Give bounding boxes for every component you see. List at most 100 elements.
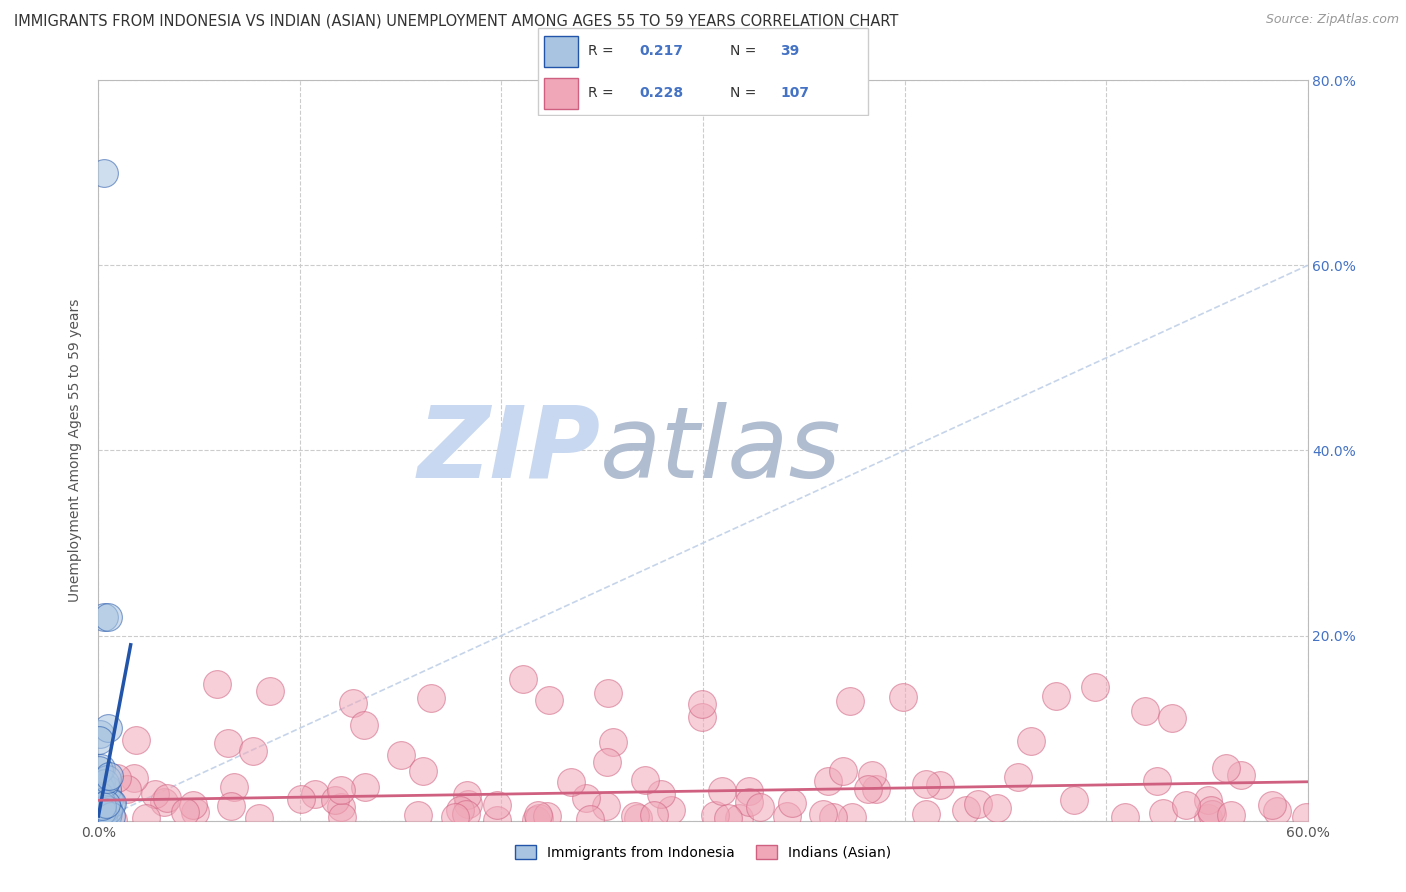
Text: 107: 107 — [780, 86, 810, 100]
Point — [1019, 733, 1042, 747]
Point — [96, 781, 118, 796]
Point — [389, 748, 412, 763]
Text: N =: N = — [730, 44, 761, 58]
Point — [1199, 803, 1222, 817]
Text: R =: R = — [588, 44, 619, 58]
Point — [457, 797, 479, 811]
Point — [512, 672, 534, 686]
Point — [456, 789, 478, 803]
Point — [91, 811, 114, 825]
Point — [841, 809, 863, 823]
Point — [90, 804, 112, 818]
Point — [217, 736, 239, 750]
Point — [1295, 810, 1317, 824]
Point — [97, 806, 120, 821]
Point — [538, 692, 561, 706]
Point — [749, 799, 772, 814]
Point — [967, 797, 990, 811]
Point — [602, 735, 624, 749]
Point — [89, 780, 111, 794]
Point — [353, 718, 375, 732]
Point — [717, 811, 740, 825]
Point — [89, 789, 111, 803]
Point — [94, 776, 117, 790]
Point — [97, 803, 120, 817]
Point — [105, 771, 128, 785]
Point — [101, 797, 124, 811]
Text: IMMIGRANTS FROM INDONESIA VS INDIAN (ASIAN) UNEMPLOYMENT AMONG AGES 55 TO 59 YEA: IMMIGRANTS FROM INDONESIA VS INDIAN (ASI… — [14, 13, 898, 29]
Point — [290, 791, 312, 805]
Point — [117, 782, 139, 797]
Point — [595, 798, 617, 813]
Point — [524, 814, 547, 828]
Point — [449, 803, 471, 817]
Point — [817, 773, 839, 788]
Point — [90, 793, 112, 807]
Point — [986, 801, 1008, 815]
Y-axis label: Unemployment Among Ages 55 to 59 years: Unemployment Among Ages 55 to 59 years — [69, 299, 83, 602]
Point — [634, 772, 657, 787]
Point — [454, 806, 477, 821]
FancyBboxPatch shape — [544, 78, 578, 109]
Point — [98, 769, 121, 783]
Point — [94, 802, 117, 816]
Point — [89, 792, 111, 806]
Point — [1265, 804, 1288, 818]
Point — [1146, 774, 1168, 789]
Point — [420, 691, 443, 706]
Point — [97, 721, 120, 735]
Point — [596, 755, 619, 769]
Point — [1201, 806, 1223, 821]
Point — [156, 791, 179, 805]
Point — [1007, 770, 1029, 784]
Point — [1135, 704, 1157, 718]
Point — [90, 804, 112, 818]
Point — [915, 807, 938, 822]
Text: 0.217: 0.217 — [638, 44, 683, 58]
Point — [93, 798, 115, 813]
FancyBboxPatch shape — [544, 36, 578, 67]
Point — [96, 772, 118, 787]
Point — [650, 788, 672, 802]
Point — [96, 810, 118, 824]
Point — [91, 798, 114, 813]
Point — [153, 795, 176, 809]
Point — [174, 805, 197, 819]
Point — [89, 804, 111, 818]
Point — [342, 696, 364, 710]
Point — [122, 772, 145, 786]
Point — [596, 685, 619, 699]
Point — [1063, 793, 1085, 807]
Point — [87, 763, 110, 777]
Point — [87, 786, 110, 800]
Point — [928, 778, 950, 792]
Point — [184, 805, 207, 820]
Point — [914, 777, 936, 791]
Point — [710, 784, 733, 798]
Point — [259, 683, 281, 698]
Point — [692, 710, 714, 724]
Point — [811, 806, 834, 821]
Point — [91, 809, 114, 823]
Point — [659, 803, 682, 817]
Point — [627, 811, 650, 825]
Point — [775, 809, 797, 823]
Point — [1175, 798, 1198, 813]
Point — [135, 811, 157, 825]
Point — [728, 811, 751, 825]
Point — [406, 808, 429, 822]
Point — [219, 799, 242, 814]
Point — [865, 782, 887, 797]
Point — [89, 727, 111, 741]
Text: Source: ZipAtlas.com: Source: ZipAtlas.com — [1265, 13, 1399, 27]
Point — [412, 764, 434, 778]
Point — [90, 812, 112, 826]
Point — [856, 781, 879, 796]
Text: atlas: atlas — [600, 402, 842, 499]
Point — [891, 690, 914, 704]
Point — [486, 813, 509, 827]
Point — [97, 610, 120, 624]
Point — [1161, 711, 1184, 725]
Point — [304, 788, 326, 802]
Point — [101, 813, 124, 827]
